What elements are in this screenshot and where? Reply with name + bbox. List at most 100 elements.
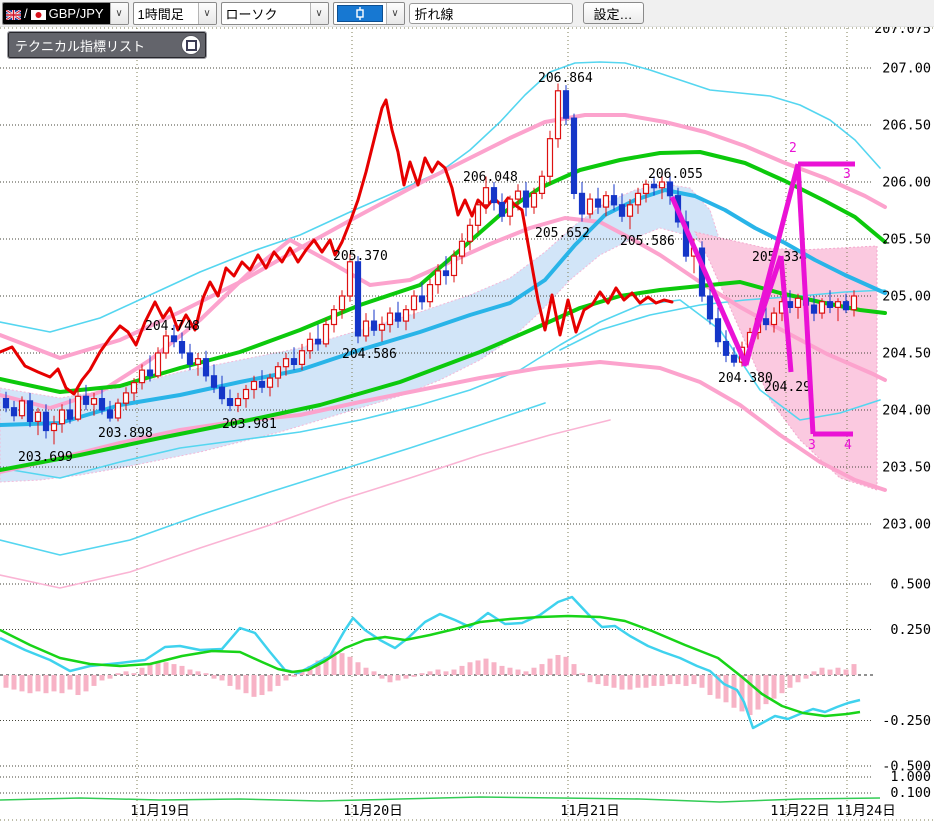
chevron-down-icon[interactable]: ∨ <box>385 2 404 24</box>
bottom-axis-label: 0.100 <box>890 785 931 801</box>
chevron-down-icon[interactable]: ∨ <box>109 2 128 24</box>
up-candle <box>482 187 490 206</box>
hist-bar <box>611 675 617 688</box>
up-candle <box>530 192 538 208</box>
zigzag-point-number: 3 <box>843 167 851 182</box>
hist-bar <box>187 669 193 675</box>
settings-button[interactable]: 設定… <box>582 2 644 24</box>
hist-bar <box>555 654 561 675</box>
hist-bar <box>347 656 353 675</box>
hist-bar <box>531 667 537 675</box>
up-candle <box>306 338 314 352</box>
hist-bar <box>835 667 841 675</box>
down-candle <box>618 204 626 217</box>
hist-bar <box>747 675 753 716</box>
band-pink-lower <box>0 360 887 492</box>
down-candle <box>226 398 234 407</box>
timeframe-select[interactable]: 1時間足 ∨ <box>132 1 217 25</box>
up-candle <box>634 192 642 206</box>
hist-bar <box>771 675 777 699</box>
down-candle <box>722 341 730 356</box>
hist-bar <box>139 667 145 675</box>
hist-bar <box>59 675 65 694</box>
ma-skyblue-mid <box>0 188 887 427</box>
oscillator-axis-label: -0.500 <box>882 759 931 775</box>
up-candle <box>90 398 98 405</box>
chevron-down-icon[interactable]: ∨ <box>309 2 328 24</box>
envelope-cyan-inner <box>559 289 886 351</box>
up-candle <box>50 423 58 432</box>
hist-bar <box>795 675 801 683</box>
up-candle <box>554 90 562 140</box>
down-candle <box>842 301 850 311</box>
chevron-down-icon[interactable]: ∨ <box>197 2 216 24</box>
hist-bar <box>219 675 225 681</box>
date-axis-label: 11月21日 <box>560 803 620 819</box>
price-axis-label: 203.50 <box>882 460 931 476</box>
price-axis-label: 206.50 <box>882 118 931 134</box>
hist-bar <box>659 675 665 686</box>
hist-bar <box>595 675 601 685</box>
band-pink-mid <box>0 216 887 410</box>
hist-bar <box>163 662 169 675</box>
up-candle <box>514 190 522 200</box>
hist-bar <box>179 665 185 675</box>
chart-canvas[interactable]: 206.864 206.048 206.055 205.652 205.586 205.3… <box>0 21 934 824</box>
chart-type-label: ローソク <box>225 6 278 22</box>
technical-indicator-list-panel[interactable]: テクニカル指標リスト <box>7 31 207 59</box>
down-candle <box>370 320 378 331</box>
down-candle <box>82 395 90 405</box>
symbol-select[interactable]: / GBP/JPY ∨ <box>2 1 129 25</box>
hist-bar <box>635 675 641 688</box>
macd-cyan <box>0 595 861 730</box>
restore-window-icon[interactable] <box>181 35 201 55</box>
price-axis-label: 203.00 <box>882 517 931 533</box>
hist-bar <box>763 675 769 705</box>
hist-bar <box>603 675 609 686</box>
price-axis-label: 205.00 <box>882 289 931 305</box>
overlay-color-select[interactable]: ∨ <box>332 1 405 25</box>
date-axis-label: 11月22日 <box>770 803 830 819</box>
up-candle <box>426 284 434 303</box>
up-candle <box>266 377 274 388</box>
axis-labels: 207.00 206.50 206.00 205.50 205.00 204.50 204.… <box>130 21 931 819</box>
hist-bar <box>403 675 409 679</box>
price-label: 206.864 <box>538 71 593 86</box>
up-candle <box>474 204 482 226</box>
down-candle <box>106 409 114 419</box>
hist-bar <box>483 658 489 675</box>
up-candle <box>538 175 546 195</box>
down-candle <box>10 407 18 417</box>
up-candle <box>850 295 858 311</box>
hist-bar <box>371 671 377 675</box>
up-candle <box>122 392 130 404</box>
up-candle <box>658 181 666 189</box>
chart-type-select[interactable]: ローソク ∨ <box>220 1 329 25</box>
hist-bar <box>51 675 57 692</box>
sub-pane-macd <box>0 595 861 730</box>
up-candle <box>346 261 354 297</box>
down-candle <box>314 338 322 345</box>
price-annotations: 206.864 206.048 206.055 205.652 205.586 205.3… <box>18 71 811 465</box>
hist-bar <box>107 675 113 679</box>
bottom-axis-label: 1.000 <box>890 769 931 785</box>
up-candle <box>194 358 202 366</box>
hist-bar <box>307 665 313 675</box>
hist-bar <box>299 671 305 675</box>
up-candle <box>450 255 458 277</box>
hist-bar <box>443 671 449 675</box>
hist-bar <box>515 669 521 675</box>
hist-bar <box>243 675 249 694</box>
price-label: 204.380 <box>718 371 773 386</box>
price-label: 204.29 <box>764 380 811 395</box>
candle-color-swatch <box>336 4 383 22</box>
hist-bar <box>435 669 441 675</box>
zigzag-drawing: 2 3 3 4 <box>669 141 855 453</box>
down-candle <box>290 358 298 366</box>
down-candle <box>26 400 34 423</box>
hist-bar <box>843 669 849 675</box>
hist-bar <box>131 673 137 675</box>
hist-bar <box>755 675 761 710</box>
overlay-line-input[interactable]: 折れ線 <box>408 2 573 24</box>
hist-bar <box>43 675 49 694</box>
